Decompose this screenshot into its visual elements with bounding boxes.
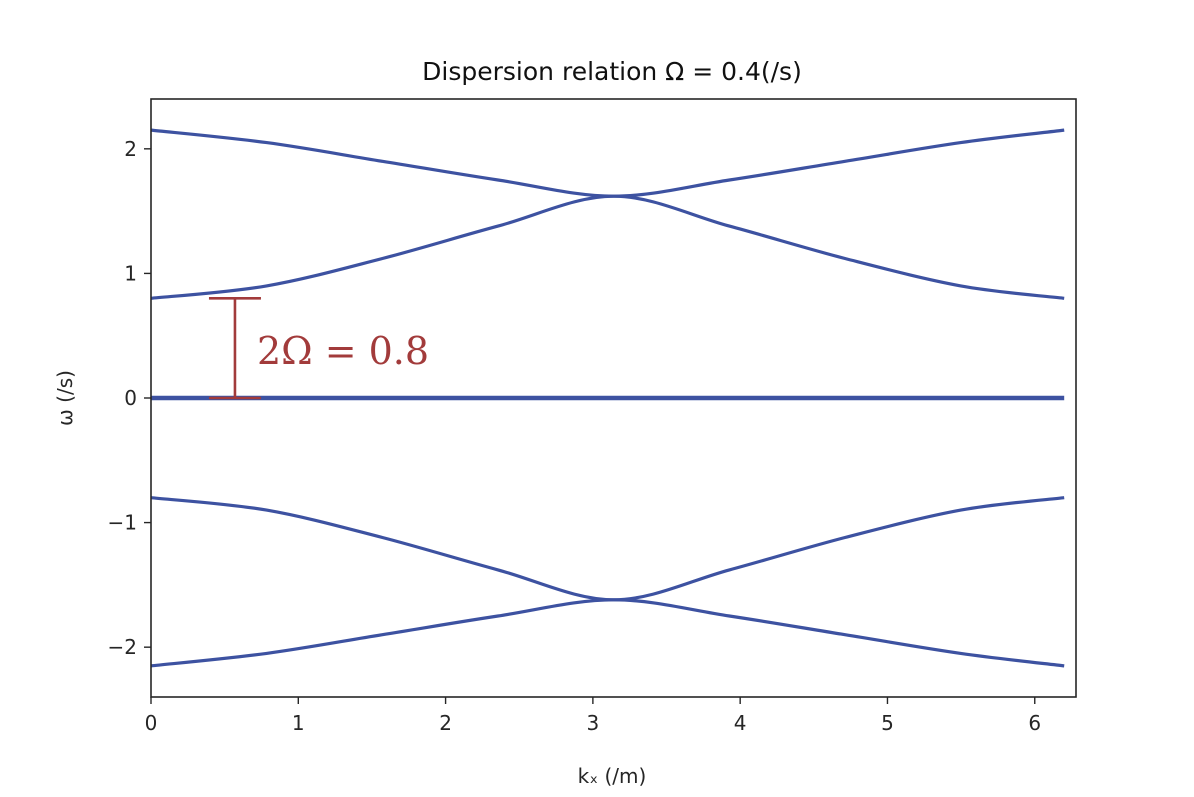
x-tick-label: 1 <box>292 711 305 735</box>
x-tick-label: 6 <box>1028 711 1041 735</box>
series-line-1 <box>150 128 1065 198</box>
y-axis-label: ω (/s) <box>53 370 77 426</box>
y-tick-label: 0 <box>124 386 137 410</box>
series-line-4 <box>150 496 1065 602</box>
gap-annotation: 2Ω = 0.8 <box>208 297 429 400</box>
x-axis-ticks: 0 1 2 3 4 5 6 <box>145 697 1041 735</box>
x-axis-label: kₓ (/m) <box>578 764 647 788</box>
annotation-label: 2Ω = 0.8 <box>257 329 429 373</box>
y-tick-label: −1 <box>108 511 137 535</box>
y-tick-label: 2 <box>124 137 137 161</box>
x-tick-label: 4 <box>734 711 747 735</box>
y-axis-ticks: −2 −1 0 1 2 <box>108 137 151 659</box>
y-tick-label: 1 <box>124 261 137 285</box>
series-line-2 <box>150 194 1065 300</box>
x-tick-label: 2 <box>439 711 452 735</box>
x-tick-label: 5 <box>881 711 894 735</box>
x-tick-label: 0 <box>145 711 158 735</box>
y-tick-label: −2 <box>108 635 137 659</box>
x-tick-label: 3 <box>587 711 600 735</box>
series-line-5 <box>150 598 1065 668</box>
chart-title: Dispersion relation Ω = 0.4(/s) <box>422 57 802 86</box>
series-lines <box>150 128 1065 668</box>
